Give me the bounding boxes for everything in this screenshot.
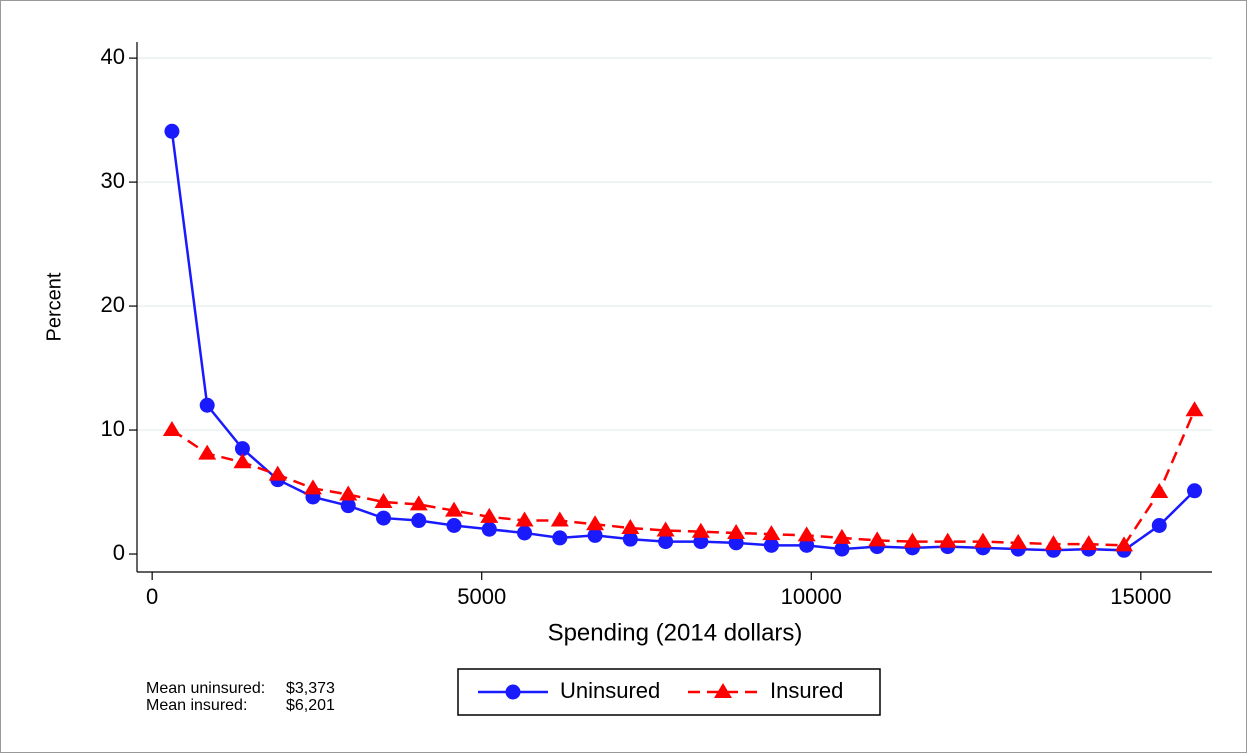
point [550,511,569,527]
point [763,537,779,553]
note-label: Mean insured: [146,697,247,714]
point [691,522,710,538]
point [303,479,322,495]
point [374,492,393,508]
point [1044,535,1063,551]
point [658,534,674,550]
point [693,534,709,550]
y-axis-label: Percent [43,272,65,341]
point [340,498,356,514]
point [1150,483,1169,499]
note-value: $3,373 [286,680,335,697]
point [799,537,815,553]
point [517,525,533,541]
point [411,513,427,529]
point [552,530,568,546]
point [481,521,497,537]
legend-marker [714,683,732,698]
x-axis-label: Spending (2014 dollars) [548,619,803,646]
y-tick-label: 30 [101,168,125,193]
point [446,518,462,534]
y-tick-label: 10 [101,416,125,441]
point [1115,536,1134,552]
y-tick-label: 20 [101,292,125,317]
point [621,518,640,534]
point [234,441,250,457]
point [480,507,499,523]
point [339,485,358,501]
point [973,532,992,548]
point [198,444,217,460]
point [1185,401,1204,417]
legend-label: Insured [770,678,843,703]
point [797,526,816,542]
note-label: Mean uninsured: [146,680,265,697]
point [762,525,781,541]
point [409,495,428,511]
point [1151,518,1167,534]
y-tick-label: 40 [101,44,125,69]
point [268,465,287,481]
point [938,532,957,548]
note-value: $6,201 [286,697,335,714]
point [162,421,181,437]
point [164,123,180,139]
point [587,527,603,543]
point [445,501,464,517]
point [832,528,851,544]
legend-label: Uninsured [560,678,660,703]
point [727,523,746,539]
point [1187,483,1203,499]
point [199,397,215,413]
x-tick-label: 5000 [457,584,506,609]
x-tick-label: 0 [146,584,158,609]
point [656,521,675,537]
point [1009,533,1028,549]
point [622,531,638,547]
x-tick-label: 10000 [781,584,842,609]
point [586,515,605,531]
point [868,531,887,547]
y-tick-label: 0 [113,540,125,565]
point [834,541,850,557]
point [515,511,534,527]
legend-marker [505,684,521,700]
point [728,535,744,551]
point [233,453,252,469]
point [903,532,922,548]
point [376,510,392,526]
x-tick-label: 15000 [1110,584,1171,609]
point [1079,535,1098,551]
